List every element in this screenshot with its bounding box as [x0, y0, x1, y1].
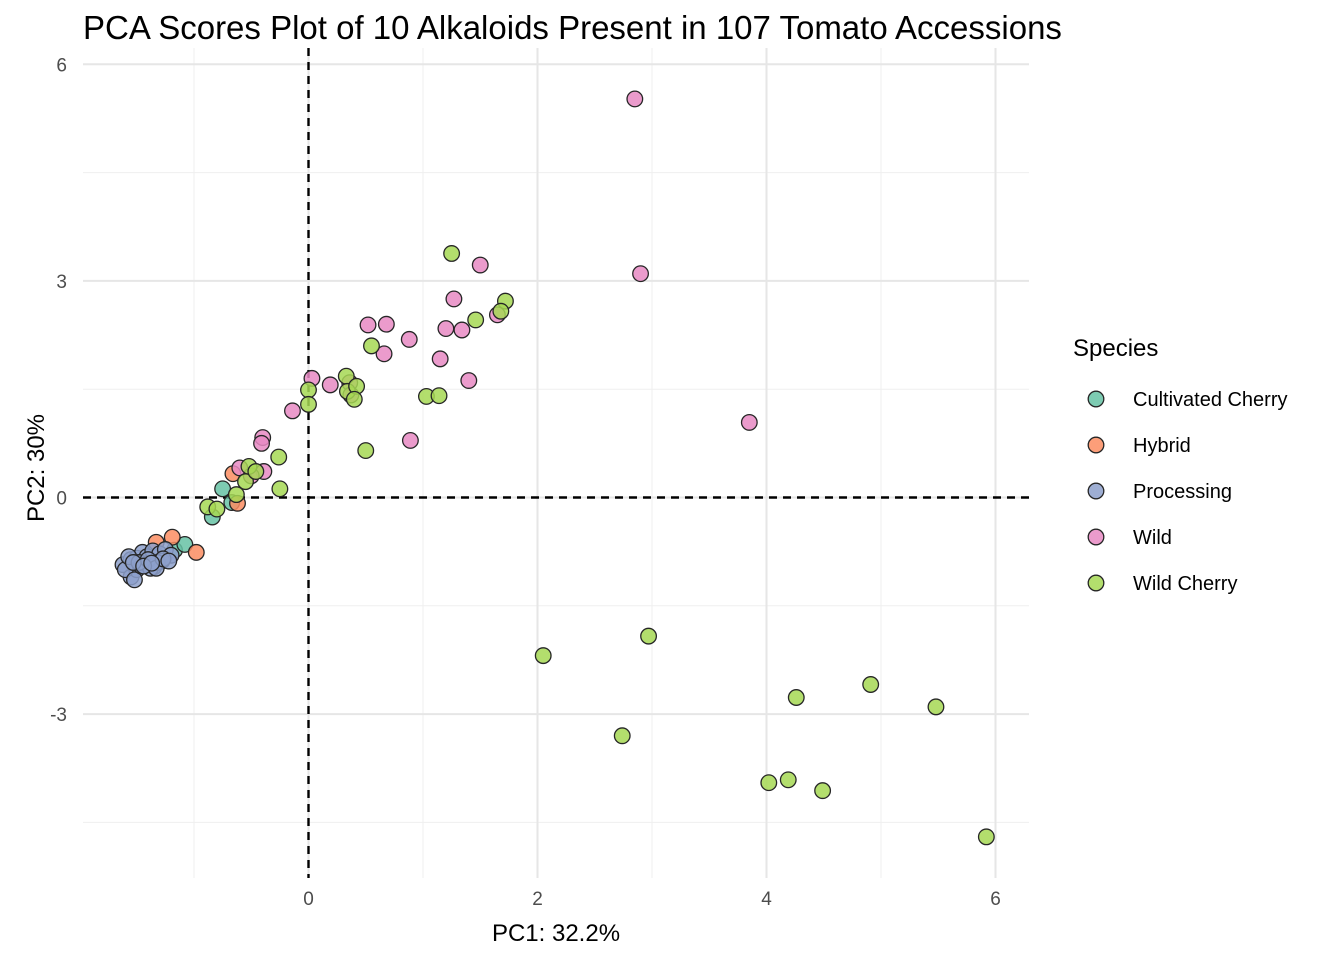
- axis-ticks: 0 2 4 6 -3 0 3 6: [50, 55, 1001, 910]
- legend-title: Species: [1073, 335, 1158, 362]
- data-point-wild: [401, 432, 419, 449]
- data-point-wild: [740, 413, 758, 431]
- data-point-wild: [377, 315, 395, 333]
- data-point-wild-cherry: [534, 647, 552, 665]
- data-point-wild-cherry: [787, 689, 805, 706]
- data-point-wild-cherry: [814, 782, 832, 800]
- data-point-wild-cherry: [927, 698, 945, 716]
- data-point-hybrid: [187, 543, 205, 561]
- data-point-processing: [126, 571, 143, 589]
- legend-label-cultivated-cherry: Cultivated Cherry: [1133, 389, 1288, 411]
- data-point-wild-cherry: [977, 828, 995, 846]
- data-point-wild-cherry: [760, 774, 778, 792]
- data-point-wild-cherry: [613, 727, 631, 745]
- data-points: [114, 90, 995, 846]
- legend-key-cultivated-cherry: [1087, 390, 1105, 408]
- data-point-wild: [359, 316, 377, 334]
- data-point-wild-cherry: [467, 311, 485, 329]
- data-point-wild-cherry: [357, 442, 375, 460]
- data-point-wild: [437, 320, 455, 338]
- data-point-wild: [460, 372, 478, 389]
- legend-key-wild: [1087, 528, 1105, 546]
- legend-label-wild: Wild: [1133, 527, 1172, 549]
- x-tick-label: 4: [761, 889, 772, 910]
- data-point-wild-cherry: [300, 381, 317, 399]
- x-tick-label: 0: [303, 889, 314, 910]
- y-tick-label: 0: [56, 489, 67, 510]
- y-tick-label: -3: [50, 705, 67, 726]
- plot-grid: [83, 48, 1029, 878]
- data-point-wild: [253, 434, 271, 452]
- data-point-wild-cherry: [271, 480, 289, 498]
- legend: Species Cultivated Cherry Hybrid Processin…: [1073, 335, 1288, 595]
- data-point-wild-cherry: [208, 500, 226, 518]
- data-point-processing: [143, 554, 161, 572]
- data-point-wild-cherry: [779, 771, 797, 789]
- data-point-wild-cherry: [270, 448, 288, 466]
- chart-title: PCA Scores Plot of 10 Alkaloids Present …: [83, 9, 1062, 46]
- data-point-wild-cherry: [237, 473, 254, 491]
- data-point-wild-cherry: [345, 390, 363, 408]
- data-point-wild: [632, 265, 650, 283]
- y-tick-label: 6: [56, 55, 67, 76]
- y-axis-title: PC2: 30%: [23, 414, 50, 522]
- legend-label-hybrid: Hybrid: [1133, 435, 1191, 457]
- legend-key-processing: [1087, 482, 1105, 500]
- data-point-cultivated-cherry: [176, 535, 194, 553]
- data-point-wild-cherry: [443, 245, 461, 262]
- data-point-wild-cherry: [247, 463, 265, 480]
- data-point-wild-cherry: [430, 387, 448, 405]
- data-point-processing: [160, 552, 178, 570]
- data-point-wild: [284, 402, 301, 420]
- x-tick-label: 2: [532, 889, 543, 910]
- data-point-wild: [445, 290, 463, 308]
- legend-label-processing: Processing: [1133, 481, 1232, 503]
- legend-key-wild-cherry: [1087, 574, 1105, 592]
- data-point-wild: [626, 90, 644, 108]
- legend-label-wild-cherry: Wild Cherry: [1133, 573, 1237, 595]
- data-point-wild: [375, 345, 393, 363]
- data-point-wild: [453, 321, 471, 339]
- data-point-wild: [431, 350, 449, 368]
- data-point-wild: [321, 376, 339, 394]
- y-tick-label: 3: [56, 272, 67, 293]
- legend-key-hybrid: [1087, 436, 1105, 454]
- data-point-wild: [400, 330, 418, 348]
- data-point-wild: [471, 256, 489, 274]
- data-point-wild-cherry: [300, 395, 317, 413]
- data-point-wild-cherry: [492, 302, 510, 320]
- data-point-wild-cherry: [640, 627, 658, 645]
- data-point-wild-cherry: [363, 337, 380, 355]
- x-axis-title: PC1: 32.2%: [492, 920, 620, 947]
- data-point-wild-cherry: [862, 676, 880, 693]
- x-tick-label: 6: [990, 889, 1001, 910]
- data-point-wild-cherry: [227, 486, 245, 504]
